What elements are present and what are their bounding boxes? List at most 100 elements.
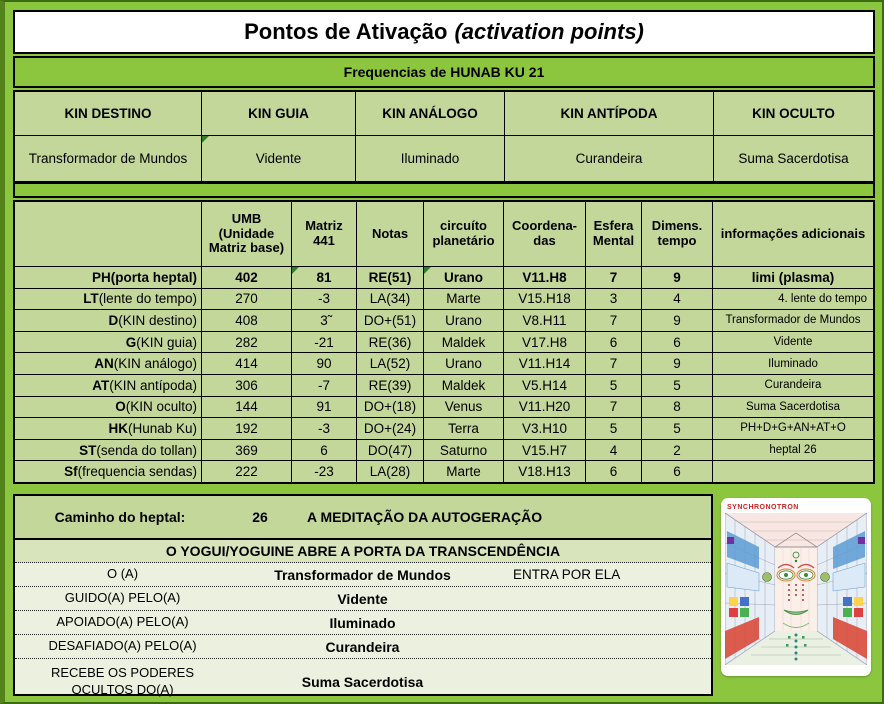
cell-circuito[interactable]: Maldek [424,374,504,396]
cell-notas[interactable]: LA(34) [357,288,424,310]
cell-notas[interactable]: DO+(18) [357,396,424,418]
cell-esfera[interactable]: 6 [586,331,642,353]
matrix-header-row: UMB (Unidade Matriz base) Matriz 441 Not… [15,202,873,267]
kin-value-antipoda[interactable]: Curandeira [505,136,714,181]
cell-info[interactable]: Curandeira [764,379,822,392]
cell-info[interactable]: Vidente [773,336,813,349]
cell-coordenadas[interactable]: V11.H20 [504,396,586,418]
cell-circuito[interactable]: Urano [424,310,504,331]
cell-umb[interactable]: 282 [202,331,292,353]
cell-circuito[interactable]: Saturno [424,439,504,461]
cell-esfera[interactable]: 5 [586,374,642,396]
cell-umb[interactable]: 144 [202,396,292,418]
cell-matriz[interactable]: 90 [292,353,357,374]
cell-notas[interactable]: LA(28) [357,461,424,482]
cell-coordenadas[interactable]: V11.H14 [504,353,586,374]
cell-umb[interactable]: 270 [202,288,292,310]
cell-esfera[interactable]: 7 [586,267,642,288]
cell-umb[interactable]: 414 [202,353,292,374]
cell-coordenadas[interactable]: V11.H8 [504,267,586,288]
cell-dimens[interactable]: 2 [642,439,713,461]
subtitle-text: Frequencias de HUNAB KU 21 [343,64,545,80]
cell-dimens[interactable]: 8 [642,396,713,418]
cell-matriz[interactable]: 81 [292,267,357,288]
cell-info[interactable]: Suma Sacerdotisa [746,400,840,413]
cell-dimens[interactable]: 5 [642,374,713,396]
row-value: Vidente [337,590,388,607]
cell-matriz[interactable]: -23 [292,461,357,482]
cell-notas[interactable]: DO+(24) [357,418,424,439]
cell-matriz[interactable]: 3̃ [292,310,357,331]
cell-circuito[interactable]: Maldek [424,331,504,353]
cell-dimens[interactable]: 5 [642,418,713,439]
cell-matriz[interactable]: -21 [292,331,357,353]
cell-circuito[interactable]: Urano [424,353,504,374]
cell-matriz[interactable]: -3 [292,418,357,439]
cell-circuito[interactable]: Terra [424,418,504,439]
cell-info[interactable] [713,461,873,482]
synchronotron-label: SYNCHRONOTRON [727,504,799,511]
cell-info[interactable]: Transformador de Mundos [725,314,861,327]
cell-matriz[interactable]: 91 [292,396,357,418]
cell-circuito[interactable]: Venus [424,396,504,418]
cell-esfera[interactable]: 7 [586,310,642,331]
cell-info[interactable]: 4. lente do tempo [778,292,867,305]
cell-circuito[interactable]: Urano [424,267,504,288]
cell-notas[interactable]: RE(39) [357,374,424,396]
kin-header-analogo: KIN ANÁLOGO [356,92,505,135]
cell-notas[interactable]: RE(51) [357,267,424,288]
cell-umb[interactable]: 222 [202,461,292,482]
cell-esfera[interactable]: 6 [586,461,642,482]
cell-umb[interactable]: 402 [202,267,292,288]
cell-circuito[interactable]: Marte [424,461,504,482]
synchronotron-artwork-card: SYNCHRONOTRON [721,498,871,676]
cell-coordenadas[interactable]: V8.H11 [504,310,586,331]
cell-coordenadas[interactable]: V15.H18 [504,288,586,310]
cell-umb[interactable]: 306 [202,374,292,396]
cell-esfera[interactable]: 4 [586,439,642,461]
cell-coordenadas[interactable]: V18.H13 [504,461,586,482]
cell-info[interactable]: PH+D+G+AN+AT+O [740,422,846,435]
matrix-row-at: AT (KIN antípoda) 306 -7 RE(39) Maldek V… [15,374,873,397]
kin-value-analogo[interactable]: Iluminado [356,136,505,181]
cell-notas[interactable]: RE(36) [357,331,424,353]
cell-umb[interactable]: 369 [202,439,292,461]
cell-info[interactable]: Iluminado [768,357,818,370]
row-label: HK (Hunab Ku) [15,418,202,439]
cell-dimens[interactable]: 9 [642,267,713,288]
kin-value-row: Transformador de Mundos Vidente Iluminad… [15,136,873,181]
cell-esfera[interactable]: 5 [586,418,642,439]
kin-value-destino[interactable]: Transformador de Mundos [15,136,202,181]
cell-matriz[interactable]: 6 [292,439,357,461]
cell-esfera[interactable]: 3 [586,288,642,310]
cell-dimens[interactable]: 9 [642,310,713,331]
cell-esfera[interactable]: 7 [586,353,642,374]
kin-value-oculto[interactable]: Suma Sacerdotisa [738,151,849,166]
cell-coordenadas[interactable]: V3.H10 [504,418,586,439]
cell-coordenadas[interactable]: V15.H7 [504,439,586,461]
cell-info[interactable]: limi (plasma) [751,269,835,285]
cell-circuito[interactable]: Marte [424,288,504,310]
cell-coordenadas[interactable]: V5.H14 [504,374,586,396]
cell-matriz[interactable]: -3 [292,288,357,310]
matrix-header-info: informações adicionais [720,225,866,241]
cell-notas[interactable]: DO+(51) [357,310,424,331]
cell-dimens[interactable]: 9 [642,353,713,374]
cell-info[interactable]: heptal 26 [769,444,817,457]
transcendence-header: O YOGUI/YOGUINE ABRE A PORTA DA TRANSCEN… [15,540,711,563]
cell-notas[interactable]: DO(47) [357,439,424,461]
cell-coordenadas[interactable]: V17.H8 [504,331,586,353]
cell-dimens[interactable]: 6 [642,331,713,353]
cell-umb[interactable]: 408 [202,310,292,331]
page-title-annex: (activation points) [454,19,644,44]
row-label: APOIADO(A) PELO(A) [56,614,189,630]
cell-dimens[interactable]: 4 [642,288,713,310]
cell-matriz[interactable]: -7 [292,374,357,396]
cell-notas[interactable]: LA(52) [357,353,424,374]
cell-esfera[interactable]: 7 [586,396,642,418]
caminho-number[interactable]: 26 [252,509,268,525]
row-label: G (KIN guia) [15,331,202,353]
cell-dimens[interactable]: 6 [642,461,713,482]
cell-umb[interactable]: 192 [202,418,292,439]
kin-value-guia[interactable]: Vidente [202,136,356,181]
